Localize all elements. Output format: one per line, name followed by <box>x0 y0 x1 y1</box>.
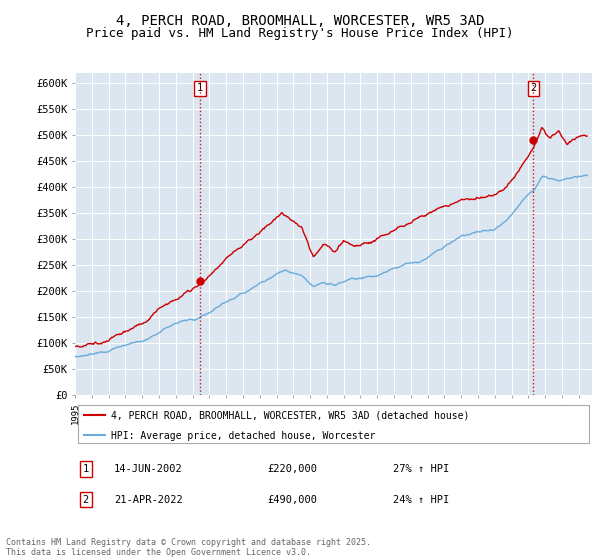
FancyBboxPatch shape <box>77 405 589 443</box>
Text: £220,000: £220,000 <box>267 464 317 474</box>
Text: 2: 2 <box>530 83 536 94</box>
Text: 4, PERCH ROAD, BROOMHALL, WORCESTER, WR5 3AD: 4, PERCH ROAD, BROOMHALL, WORCESTER, WR5… <box>116 14 484 28</box>
Text: HPI: Average price, detached house, Worcester: HPI: Average price, detached house, Worc… <box>111 431 376 441</box>
Text: 4, PERCH ROAD, BROOMHALL, WORCESTER, WR5 3AD (detached house): 4, PERCH ROAD, BROOMHALL, WORCESTER, WR5… <box>111 411 470 421</box>
Text: 24% ↑ HPI: 24% ↑ HPI <box>393 494 449 505</box>
Text: 1: 1 <box>197 83 203 94</box>
Text: Contains HM Land Registry data © Crown copyright and database right 2025.
This d: Contains HM Land Registry data © Crown c… <box>6 538 371 557</box>
Text: Price paid vs. HM Land Registry's House Price Index (HPI): Price paid vs. HM Land Registry's House … <box>86 27 514 40</box>
Text: 1: 1 <box>83 464 89 474</box>
Text: £490,000: £490,000 <box>267 494 317 505</box>
Text: 14-JUN-2002: 14-JUN-2002 <box>114 464 183 474</box>
Text: 2: 2 <box>83 494 89 505</box>
Text: 21-APR-2022: 21-APR-2022 <box>114 494 183 505</box>
Text: 27% ↑ HPI: 27% ↑ HPI <box>393 464 449 474</box>
